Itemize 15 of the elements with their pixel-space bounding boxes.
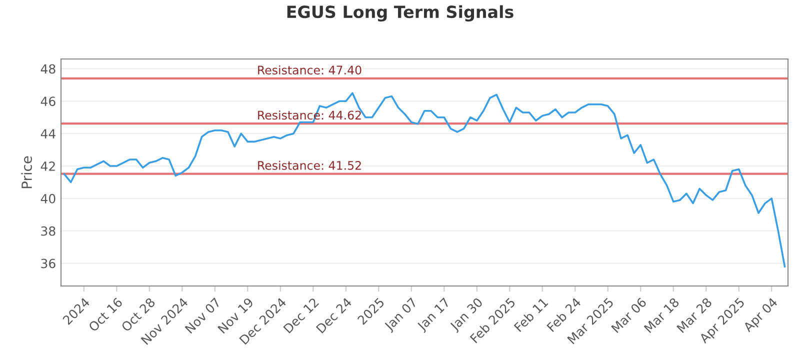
ref-line-label: Resistance: 41.52 [258,160,361,170]
y-tick-label: 46 [40,96,56,106]
y-tick-label: 38 [41,226,56,236]
x-tick-label: Jan 17 [416,297,452,334]
line-series [63,92,786,268]
y-axis-title: Price [21,156,32,188]
y-tick-label: 48 [40,64,56,74]
ref-line-label: Resistance: 47.40 [258,65,362,75]
x-tick-label: Apr 04 [742,297,780,334]
y-tick-label: 42 [40,161,55,171]
y-tick-label: 40 [40,194,56,204]
y-tick-label: 36 [41,258,56,268]
chart-title: EGUS Long Term Signals [287,5,514,22]
x-tick-label: Oct 16 [88,297,123,332]
y-tick-label: 44 [40,129,56,138]
